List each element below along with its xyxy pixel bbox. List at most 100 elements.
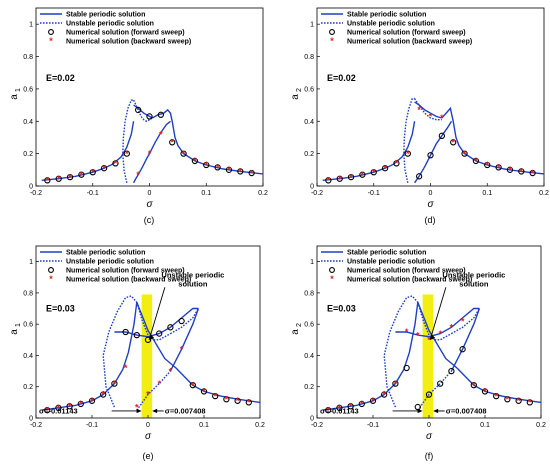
backward-sweep-point: * <box>427 335 431 345</box>
forward-sweep-point <box>450 139 457 146</box>
backward-sweep-point: * <box>405 327 409 337</box>
stable-curve <box>441 120 453 137</box>
legend-entry: Stable periodic solution <box>347 12 426 19</box>
backward-sweep-point: * <box>394 379 398 389</box>
legend-entry: Numerical solution (forward sweep) <box>66 30 185 37</box>
y-axis-label-group: a2 <box>290 323 303 335</box>
y-tick-label: 0 <box>310 416 314 423</box>
forward-sweep-point <box>427 152 434 159</box>
forward-sweep-point <box>55 404 62 411</box>
forward-sweep-point <box>225 166 233 173</box>
backward-sweep-point: * <box>46 176 50 186</box>
legend-forward-swatch <box>48 267 54 273</box>
forward-sweep-point <box>248 169 255 177</box>
forward-sweep-point <box>133 331 140 339</box>
stable-curve <box>148 120 171 154</box>
legend: Stable periodic solution Unstable periodi… <box>40 12 191 46</box>
backward-sweep-point: * <box>236 396 240 406</box>
y-axis-label-group: a2 <box>290 88 303 100</box>
backward-sweep-point: * <box>508 165 512 175</box>
y-tick-label: 0.8 <box>304 290 314 297</box>
legend-entry: Unstable periodic solution <box>66 259 154 266</box>
y-axis-label-subscript: 2 <box>296 323 303 327</box>
panel-d: -0.2 -0.1 0 0.1 0.200.20.40.60.81σa2(d)E=0.0… <box>290 7 549 225</box>
backward-sweep-point: * <box>450 323 454 333</box>
backward-sweep-point: * <box>124 363 128 373</box>
right-bound-label: σ=0.007408 <box>446 406 487 415</box>
legend-backward-swatch: * <box>49 274 53 284</box>
y-axis-label: a <box>9 94 20 100</box>
backward-sweep-point: * <box>114 159 118 169</box>
backward-sweep-point: * <box>146 390 150 400</box>
backward-sweep-point: * <box>101 390 105 400</box>
forward-sweep-point <box>88 397 96 404</box>
x-tick-label: 0.1 <box>482 190 492 197</box>
unstable-curve <box>122 99 134 183</box>
backward-sweep-point: * <box>102 163 106 173</box>
backward-sweep-point: * <box>349 401 353 411</box>
forward-sweep-point <box>112 160 119 167</box>
forward-sweep-point <box>369 397 377 404</box>
legend-entry: Stable periodic solution <box>66 12 145 19</box>
e-value-label: E=0.02 <box>327 73 356 83</box>
unstable-curve <box>417 370 452 411</box>
backward-sweep-point: * <box>216 163 220 173</box>
backward-sweep-point: * <box>125 149 129 159</box>
forward-sweep-point <box>134 106 142 114</box>
y-tick-label: 0.2 <box>23 384 33 391</box>
forward-sweep-point <box>156 330 163 337</box>
forward-sweep-point <box>123 150 130 157</box>
y-axis-label-subscript: 2 <box>296 88 303 92</box>
legend-backward-swatch: * <box>330 36 334 46</box>
y-tick-label: 0.4 <box>304 119 314 126</box>
forward-sweep-point <box>393 160 400 167</box>
forward-sweep-point <box>100 165 108 172</box>
forward-sweep-point <box>191 157 199 165</box>
x-tick-label: -0.2 <box>311 422 323 429</box>
backward-sweep-point: * <box>204 160 208 170</box>
backward-sweep-point: * <box>68 172 72 182</box>
unstable-callout-text: Unstable periodic <box>442 270 505 279</box>
forward-sweep-point <box>370 169 377 176</box>
x-axis-label: σ <box>426 431 433 442</box>
backward-sweep-point: * <box>148 149 152 159</box>
e-value-label: E=0.03 <box>327 304 356 314</box>
forward-sweep-point <box>189 382 196 389</box>
legend-entry: Numerical solution (forward sweep) <box>347 30 466 37</box>
y-axis-label-subscript: 1 <box>15 88 22 92</box>
legend-entry: Unstable periodic solution <box>347 259 435 266</box>
x-axis-label: σ <box>427 199 434 210</box>
backward-sweep-point: * <box>338 403 342 413</box>
forward-sweep-point <box>459 346 466 353</box>
y-axis-label-group: a1 <box>9 323 22 335</box>
forward-sweep-point <box>111 380 118 387</box>
left-bound-label: σ=-0.01143 <box>39 406 78 415</box>
backward-sweep-point: * <box>517 396 521 406</box>
unstable-curve <box>417 302 452 341</box>
unstable-curve <box>170 308 200 335</box>
forward-sweep-point <box>358 400 365 408</box>
legend-entry: Numerical solution (forward sweep) <box>347 268 466 275</box>
backward-sweep-point: * <box>520 167 524 177</box>
x-tick-label: 0.1 <box>480 422 490 429</box>
legend-entry: Numerical solution (backward sweep) <box>66 39 191 46</box>
legend-entry: Stable periodic solution <box>347 250 426 257</box>
forward-sweep-point <box>438 132 445 139</box>
forward-sweep-point <box>325 177 332 184</box>
x-tick-label: -0.2 <box>311 190 323 197</box>
backward-sweep-point: * <box>225 394 229 404</box>
forward-sweep-point <box>55 175 62 182</box>
y-tick-label: 0.8 <box>23 54 33 61</box>
forward-sweep-point <box>347 173 355 181</box>
backward-sweep-point: * <box>170 138 174 148</box>
backward-sweep-point: * <box>451 138 455 148</box>
forward-sweep-point <box>203 161 210 169</box>
backward-sweep-point: * <box>90 396 94 406</box>
forward-sweep-point <box>415 173 423 180</box>
y-tick-label: 0.6 <box>23 322 33 329</box>
forward-sweep-point <box>526 399 533 406</box>
backward-sweep-point: * <box>338 174 342 184</box>
backward-sweep-point: * <box>191 380 195 390</box>
backward-sweep-point: * <box>416 330 420 340</box>
